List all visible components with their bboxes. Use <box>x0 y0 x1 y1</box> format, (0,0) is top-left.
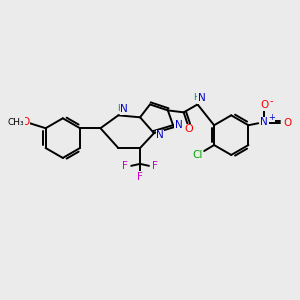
Text: N: N <box>260 117 268 127</box>
Text: O: O <box>22 117 30 127</box>
Text: F: F <box>137 172 143 182</box>
Text: N: N <box>175 120 183 130</box>
Text: F: F <box>152 161 158 171</box>
Text: O: O <box>283 118 291 128</box>
Text: O: O <box>260 100 269 110</box>
Text: O: O <box>184 124 193 134</box>
Text: Cl: Cl <box>192 150 202 160</box>
Text: -: - <box>269 97 273 106</box>
Text: +: + <box>268 113 274 122</box>
Text: H: H <box>193 93 200 102</box>
Text: F: F <box>122 161 128 171</box>
Text: N: N <box>156 130 164 140</box>
Text: H: H <box>117 104 124 113</box>
Text: N: N <box>120 104 128 114</box>
Text: N: N <box>198 94 206 103</box>
Text: CH₃: CH₃ <box>8 118 24 127</box>
